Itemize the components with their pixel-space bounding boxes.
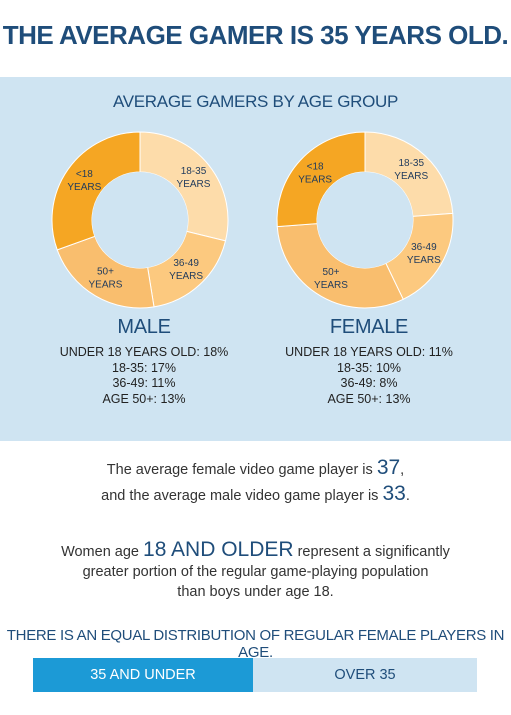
slice-label-50plus: 50+ YEARS (89, 267, 123, 291)
slice-label-50plus: 50+ YEARS (314, 267, 348, 291)
donut-hole (317, 172, 413, 268)
female-average-value: 37 (376, 456, 401, 479)
female-average-line: The average female video game player is … (106, 456, 405, 479)
women-highlight: 18 AND OLDER (143, 538, 294, 561)
women-fact: Women age 18 AND OLDER represent a signi… (61, 538, 450, 600)
slice-label-36-49: 36-49 YEARS (169, 258, 203, 282)
female-stat-under18: UNDER 18 YEARS OLD: 11% (285, 345, 453, 359)
male-stat-50plus: AGE 50+: 13% (102, 391, 186, 406)
male-stats: UNDER 18 YEARS OLD: 18% 18-35: 17% 36-49… (29, 345, 259, 407)
male-average-line: and the average male video game player i… (101, 482, 410, 505)
female-stat-36-49: 36-49: 8% (340, 376, 398, 390)
female-donut-chart: 18-35 YEARS 36-49 YEARS 50+ YEARS <18 YEARS (276, 131, 454, 309)
slice-label-18-35: 18-35 YEARS (177, 166, 211, 190)
average-age-facts: The average female video game player is … (0, 456, 511, 508)
slice-label-under18: <18 YEARS (298, 162, 332, 186)
distribution-bar: 35 AND UNDER OVER 35 (33, 658, 477, 692)
male-chart-title: MALE (117, 316, 171, 338)
male-stat-18-35: 18-35: 17% (112, 360, 176, 375)
segment-35-and-under: 35 AND UNDER (33, 658, 253, 692)
female-stats: UNDER 18 YEARS OLD: 11% 18-35: 10% 36-49… (254, 345, 484, 407)
male-donut-chart: 18-35 YEARS 36-49 YEARS 50+ YEARS <18 YEARS (51, 131, 229, 309)
page-title: THE AVERAGE GAMER IS 35 YEARS OLD. (2, 20, 509, 50)
male-stat-under18: UNDER 18 YEARS OLD: 18% (59, 345, 229, 359)
chart-section-title: AVERAGE GAMERS BY AGE GROUP (112, 92, 399, 111)
female-stat-50plus: AGE 50+: 13% (327, 391, 411, 406)
donut-hole (92, 172, 188, 268)
distribution-heading: THERE IS AN EQUAL DISTRIBUTION OF REGULA… (6, 627, 505, 661)
male-stat-36-49: 36-49: 11% (112, 376, 176, 390)
segment-over-35: OVER 35 (253, 658, 477, 692)
male-average-value: 33 (382, 482, 406, 505)
female-stat-18-35: 18-35: 10% (337, 360, 401, 375)
slice-label-36-49: 36-49 YEARS (407, 242, 441, 266)
female-chart-title: FEMALE (329, 316, 409, 338)
slice-label-18-35: 18-35 YEARS (394, 158, 428, 182)
slice-label-under18: <18 YEARS (67, 169, 101, 193)
